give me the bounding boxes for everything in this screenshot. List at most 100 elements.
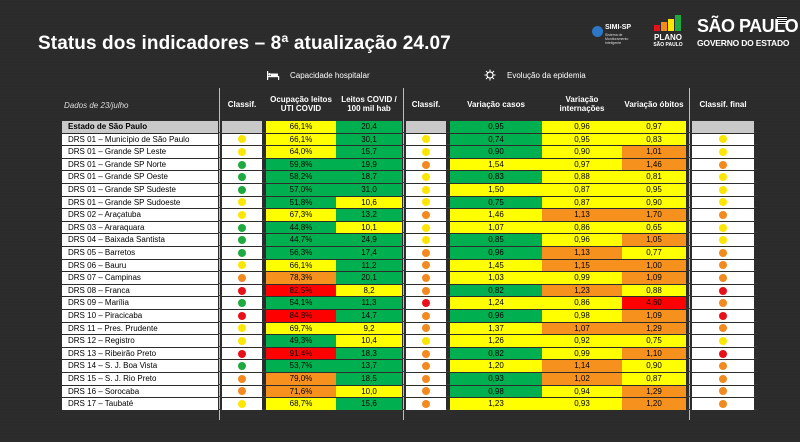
variacao-casos-value: 1,03 <box>450 272 542 284</box>
table-row: DRS 06 – Bauru 66,1% 11,2 1,45 1,15 1,00 <box>62 259 757 272</box>
classif-dot <box>222 360 262 372</box>
status-dot-orange <box>422 311 430 320</box>
classif-dot <box>222 221 262 234</box>
variacao-obitos-value: 1,01 <box>622 146 686 158</box>
status-dot-red <box>238 286 246 295</box>
status-dot-yellow <box>238 336 246 345</box>
region-name: DRS 10 – Piracicaba <box>62 310 218 322</box>
variacao-obitos-value: 1,09 <box>622 272 686 284</box>
variacao-casos-value: 1,26 <box>450 335 542 347</box>
variacao-casos-value: 1,24 <box>450 297 542 309</box>
variacao-obitos-value: 0,87 <box>622 373 686 385</box>
leitos-value: 11,2 <box>336 259 402 272</box>
status-dot-orange <box>719 362 727 371</box>
table-row: DRS 11 – Pres. Prudente 69,7% 9,2 1,37 1,07 1… <box>62 322 757 335</box>
classif-final-dot <box>692 209 754 221</box>
ocupacao-value: 58,2% <box>266 171 336 183</box>
classif-final-dot <box>692 385 754 398</box>
region-name: DRS 01 – Município de São Paulo <box>62 133 218 146</box>
leitos-value: 19,9 <box>336 158 402 171</box>
classif-final-dot <box>692 184 754 196</box>
classif-dot <box>406 297 446 309</box>
variacao-internacoes-value: 0,94 <box>542 385 622 398</box>
classif-final-dot <box>692 133 754 146</box>
status-dot-green <box>238 248 246 257</box>
section-evolucao: Evolução da epidemia <box>483 68 586 82</box>
status-dot-orange <box>719 374 727 383</box>
variacao-casos-value: 0,90 <box>450 146 542 158</box>
region-name: DRS 02 – Araçatuba <box>62 209 218 221</box>
section-capacidade: Capacidade hospitalar <box>266 68 370 82</box>
classif-dot <box>406 171 446 183</box>
status-dot-yellow <box>238 135 246 144</box>
classif-dot <box>406 221 446 234</box>
classif-dot <box>406 247 446 259</box>
ocupacao-value: 69,7% <box>266 322 336 335</box>
leitos-value: 18,7 <box>336 171 402 183</box>
table-row: DRS 13 – Ribeirão Preto 91,4% 18,3 0,82 0,99… <box>62 347 757 360</box>
ocupacao-value: 51,8% <box>266 196 336 209</box>
classif-dot <box>222 171 262 183</box>
classif-final-dot <box>692 284 754 297</box>
variacao-internacoes-value: 0,86 <box>542 221 622 234</box>
table-row: DRS 14 – S. J. Boa Vista 53,7% 13,7 1,20 1,1… <box>62 360 757 372</box>
leitos-value: 13,2 <box>336 209 402 221</box>
status-dot-orange <box>422 374 430 383</box>
section-evolucao-label: Evolução da epidemia <box>507 70 586 80</box>
variacao-obitos-value: 1,70 <box>622 209 686 221</box>
variacao-internacoes-value: 0,93 <box>542 398 622 410</box>
ocupacao-value: 68,7% <box>266 398 336 410</box>
ocupacao-value: 57,0% <box>266 184 336 196</box>
leitos-value: 10,0 <box>336 385 402 398</box>
region-name: DRS 09 – Marília <box>62 297 218 309</box>
classif-dot <box>406 284 446 297</box>
variacao-internacoes-value: 0,86 <box>542 297 622 309</box>
status-dot-orange <box>719 248 727 257</box>
classif-dot <box>406 146 446 158</box>
status-dot-orange <box>422 261 430 270</box>
variacao-obitos-value: 1,09 <box>622 310 686 322</box>
classif-dot <box>222 272 262 284</box>
classif-dot <box>406 196 446 209</box>
leitos-value: 11,3 <box>336 297 402 309</box>
sp-logo-line1: SÃO PAULO <box>697 16 799 36</box>
classif-final-dot <box>692 146 754 158</box>
ocupacao-value: 79,0% <box>266 373 336 385</box>
variacao-obitos-value: 4,60 <box>622 297 686 309</box>
table-row: DRS 01 – Grande SP Leste 64,0% 15,7 0,90 0,9… <box>62 146 757 158</box>
table-row: DRS 05 – Barretos 56,3% 17,4 0,96 1,13 0,77 <box>62 247 757 259</box>
classif-dot <box>406 322 446 335</box>
classif-final-dot <box>692 398 754 410</box>
classif-final-dot <box>692 221 754 234</box>
classif-final-dot <box>692 171 754 183</box>
variacao-obitos-value: 0,83 <box>622 133 686 146</box>
region-name: DRS 08 – Franca <box>62 284 218 297</box>
plano-bars-icon <box>654 15 682 31</box>
page-title: Status dos indicadores – 8ª atualização … <box>38 33 451 54</box>
variacao-casos-value: 0,96 <box>450 310 542 322</box>
status-dot-red <box>719 286 727 295</box>
classif-dot <box>406 121 446 133</box>
governo-sp-logo: SÃO PAULO GOVERNO DO ESTADO <box>697 16 799 52</box>
status-dot-yellow <box>238 147 246 156</box>
variacao-internacoes-value: 0,87 <box>542 184 622 196</box>
variacao-internacoes-value: 0,87 <box>542 196 622 209</box>
variacao-casos-value: 1,54 <box>450 158 542 171</box>
variacao-obitos-value: 0,77 <box>622 247 686 259</box>
classif-dot <box>222 184 262 196</box>
header-variacao-obitos: Variação óbitos <box>624 99 684 109</box>
table-row: DRS 01 – Grande SP Sudoeste 51,8% 10,6 0,75… <box>62 196 757 209</box>
simi-logo-subtitle: Sistema de Monitoramento Inteligente <box>605 33 629 45</box>
status-dot-yellow <box>238 324 246 333</box>
variacao-internacoes-value: 0,90 <box>542 146 622 158</box>
status-dot-yellow <box>238 198 246 207</box>
table-row: DRS 04 – Baixada Santista 44,7% 24,9 0,85 0,… <box>62 234 757 246</box>
ocupacao-value: 44,8% <box>266 221 336 234</box>
variacao-obitos-value: 1,10 <box>622 347 686 360</box>
divider-line <box>689 88 690 420</box>
classif-dot <box>406 259 446 272</box>
table-header: Classif. Ocupação leitos UTI COVID Leito… <box>0 90 800 118</box>
ocupacao-value: 91,4% <box>266 347 336 360</box>
classif-dot <box>406 234 446 246</box>
status-dot-orange <box>719 399 727 408</box>
